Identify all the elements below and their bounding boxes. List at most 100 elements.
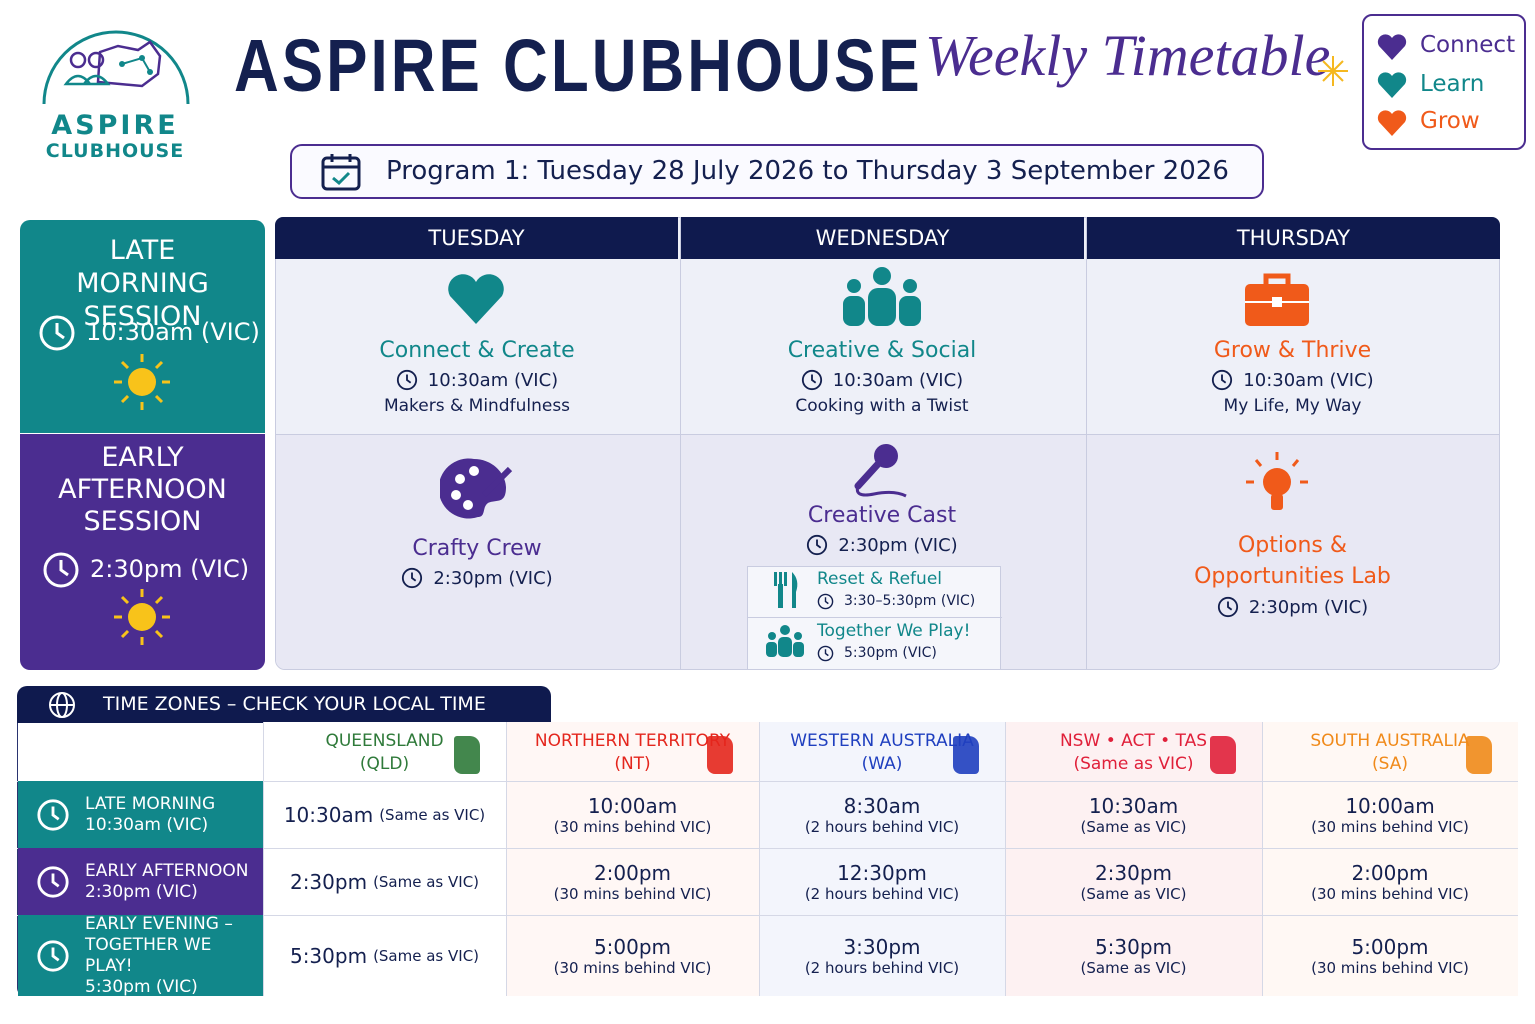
extra-title: Together We Play! bbox=[817, 621, 971, 641]
clock-icon bbox=[37, 865, 69, 898]
microphone-icon bbox=[854, 444, 907, 498]
clock-icon bbox=[807, 534, 828, 556]
zone-cell: 12:30pm (2 hours behind VIC) bbox=[759, 848, 1005, 915]
row-name: EARLY EVENING – TOGETHER WE PLAY! bbox=[85, 913, 233, 976]
activity-title: Crafty Crew bbox=[412, 536, 542, 561]
day-header: TUESDAY bbox=[275, 217, 678, 259]
clock-holder bbox=[401, 567, 423, 589]
activity-time: 2:30pm (VIC) bbox=[838, 534, 958, 556]
sun-icon bbox=[114, 589, 170, 645]
clock-icon bbox=[1212, 369, 1233, 391]
time-note: (2 hours behind VIC) bbox=[804, 817, 960, 836]
activity-time-row: 2:30pm (VIC) bbox=[275, 565, 679, 591]
calendar-icon bbox=[321, 154, 361, 191]
clock-icon bbox=[396, 369, 417, 391]
row-time: 10:30am (VIC) bbox=[85, 814, 209, 835]
palette-icon bbox=[440, 458, 513, 519]
clock-icon bbox=[402, 567, 423, 589]
legend-item: Learn bbox=[1420, 71, 1485, 97]
clock-icon bbox=[801, 369, 822, 391]
timezone-heading: TIME ZONES – CHECK YOUR LOCAL TIME bbox=[103, 693, 486, 715]
row-label-text: LATE MORNING 10:30am (VIC) bbox=[85, 781, 255, 848]
activity-note: Makers & Mindfulness bbox=[383, 396, 571, 416]
extra-time: 3:30–5:30pm (VIC) bbox=[844, 593, 976, 609]
time-note: (30 mins behind VIC) bbox=[553, 958, 712, 977]
row-name: LATE MORNING bbox=[85, 793, 216, 814]
session-time: 10:30am (VIC) bbox=[86, 318, 260, 346]
activity-time-wrap: 2:30pm (VIC) bbox=[275, 565, 679, 591]
sparkle bbox=[1318, 56, 1348, 86]
time-note: (30 mins behind VIC) bbox=[553, 817, 712, 836]
state-icon bbox=[953, 736, 979, 774]
clock-icon bbox=[817, 645, 834, 662]
activity-note: Cooking with a Twist bbox=[795, 396, 969, 416]
zone-cell: 10:30am (Same as VIC) bbox=[1005, 781, 1262, 848]
clock-holder bbox=[801, 369, 823, 391]
day-header: THURSDAY bbox=[1087, 217, 1500, 259]
people-icon bbox=[766, 625, 804, 657]
logo-line1: ASPIRE bbox=[51, 110, 179, 141]
extra-title: Reset & Refuel bbox=[817, 569, 943, 589]
state-icon bbox=[454, 736, 480, 774]
activity-title: Connect & Create bbox=[379, 338, 575, 363]
activity-time: 10:30am (VIC) bbox=[1243, 369, 1374, 391]
activity-time-row: 10:30am (VIC) bbox=[1085, 367, 1500, 393]
local-time: 5:30pm bbox=[289, 943, 368, 968]
logo-line2: CLUBHOUSE bbox=[45, 140, 185, 162]
local-time: 12:30pm bbox=[837, 860, 927, 885]
activity-time-wrap: 2:30pm (VIC) bbox=[679, 532, 1085, 558]
zone-cell: 5:30pm (Same as VIC) bbox=[263, 915, 506, 996]
local-time: 8:30am bbox=[843, 793, 921, 818]
timezone-heading-tab: TIME ZONES – CHECK YOUR LOCAL TIME bbox=[17, 686, 551, 723]
zone-sub: (WA) bbox=[861, 754, 903, 774]
local-time: 5:00pm bbox=[593, 934, 672, 959]
zone-header: SOUTH AUSTRALIA (SA) bbox=[1262, 730, 1518, 776]
row-line bbox=[17, 915, 1518, 916]
time-note: (30 mins behind VIC) bbox=[1311, 958, 1469, 977]
row-line bbox=[17, 781, 1518, 782]
logo-icon bbox=[42, 30, 190, 105]
activity-time: 2:30pm (VIC) bbox=[433, 567, 553, 589]
zone-header: NSW • ACT • TAS (Same as VIC) bbox=[1005, 730, 1262, 776]
clock-holder bbox=[1211, 369, 1233, 391]
clock-icon bbox=[43, 552, 79, 588]
local-time: 10:00am bbox=[587, 793, 678, 818]
row-time: 2:30pm (VIC) bbox=[85, 881, 198, 902]
activity-time: 10:30am (VIC) bbox=[427, 369, 559, 391]
zone-cell: 2:30pm (Same as VIC) bbox=[263, 848, 506, 915]
activity-time-wrap: 10:30am (VIC) bbox=[679, 367, 1085, 393]
time-note: (30 mins behind VIC) bbox=[1311, 817, 1469, 836]
zone-cell: 8:30am (2 hours behind VIC) bbox=[759, 781, 1005, 848]
zone-name: NSW • ACT • TAS bbox=[1059, 731, 1208, 751]
activity-time: 2:30pm (VIC) bbox=[1248, 596, 1369, 618]
legend-hearts bbox=[1377, 34, 1407, 136]
title: ASPIRE CLUBHOUSE bbox=[234, 25, 923, 109]
time-note: (Same as VIC) bbox=[373, 872, 480, 891]
bulb-icon bbox=[1246, 452, 1308, 510]
session-time: 2:30pm (VIC) bbox=[90, 555, 250, 583]
clock-holder bbox=[396, 369, 418, 391]
day-header: WEDNESDAY bbox=[681, 217, 1084, 259]
legend-item: Grow bbox=[1420, 108, 1480, 134]
activity-title: Grow & Thrive bbox=[1213, 338, 1372, 363]
subtitle: Weekly Timetable bbox=[925, 23, 1331, 88]
clock-icon bbox=[1217, 596, 1238, 618]
cutlery-icon bbox=[774, 572, 798, 608]
heart-icon bbox=[448, 274, 504, 324]
clock-holder bbox=[1217, 596, 1239, 618]
state-icon bbox=[707, 736, 733, 774]
program-text: Program 1: Tuesday 28 July 2026 to Thurs… bbox=[386, 156, 1229, 186]
time-note: (30 mins behind VIC) bbox=[553, 884, 712, 903]
session-name: LATE MORNING SESSION bbox=[76, 235, 209, 332]
state-icon bbox=[1466, 736, 1492, 774]
zone-header: QUEENSLAND (QLD) bbox=[263, 730, 506, 776]
zone-sub: (SA) bbox=[1371, 754, 1408, 774]
zone-cell: 10:00am (30 mins behind VIC) bbox=[506, 781, 759, 848]
divider bbox=[680, 218, 681, 669]
zone-cell: 2:30pm (Same as VIC) bbox=[1005, 848, 1262, 915]
zone-cell: 10:00am (30 mins behind VIC) bbox=[1262, 781, 1518, 848]
zone-cell: 10:30am (Same as VIC) bbox=[263, 781, 506, 848]
activity-title: Creative Cast bbox=[807, 503, 957, 528]
divider bbox=[748, 617, 1002, 618]
zone-sub: (NT) bbox=[614, 754, 651, 774]
